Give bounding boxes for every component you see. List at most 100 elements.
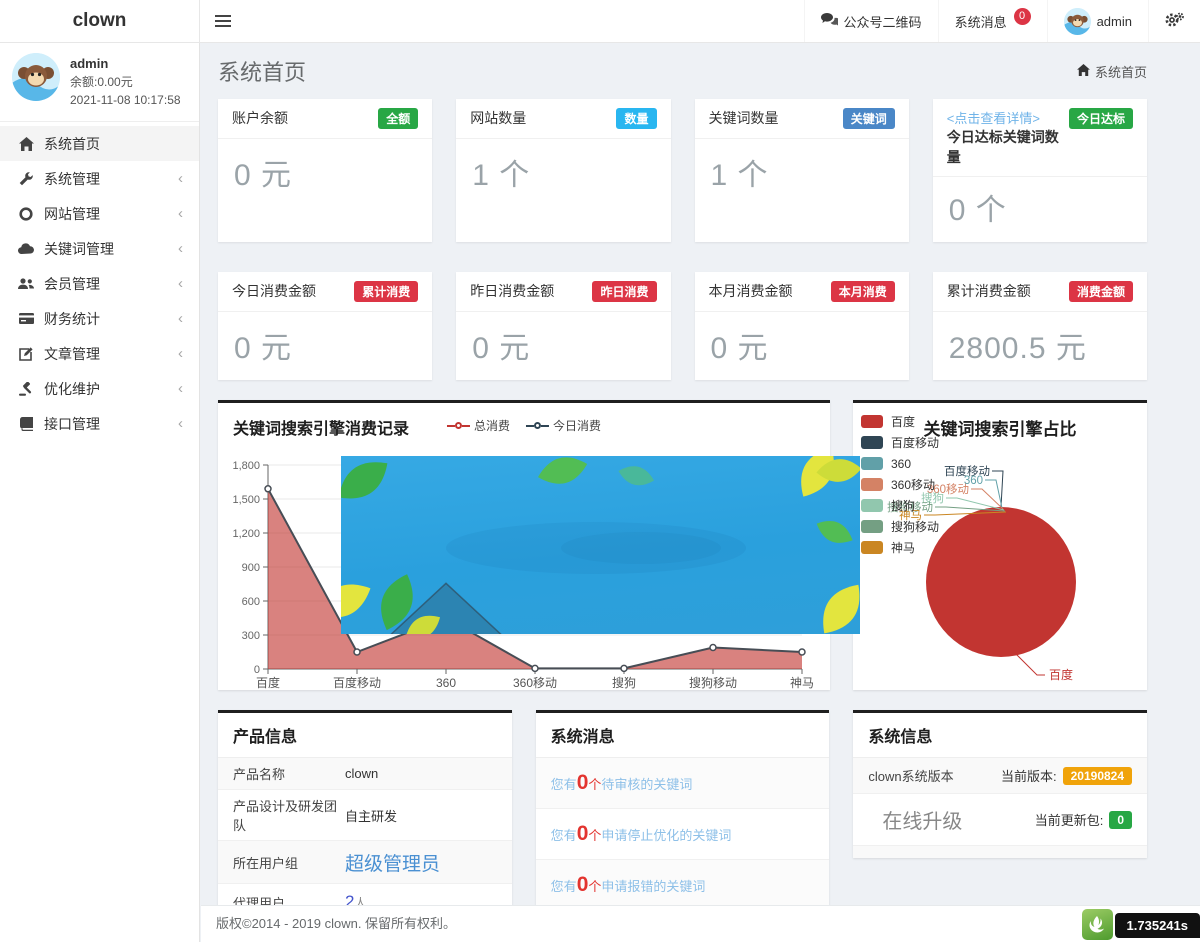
- wrench-icon: [18, 171, 34, 186]
- user-group-link[interactable]: 超级管理员: [345, 853, 441, 875]
- x-axis-label: 百度: [256, 675, 280, 690]
- update-count-badge: 0: [1109, 810, 1133, 829]
- message-link-stop-optimization[interactable]: 您有0个申请停止优化的关键词: [535, 809, 830, 860]
- version-badge: 20190824: [1062, 766, 1133, 785]
- chevron-left-icon: ‹: [178, 415, 183, 432]
- card-total-consumption: 累计消费金额 消费金额 2800.5 元: [932, 272, 1147, 380]
- qr-code-label: 公众号二维码: [843, 14, 922, 30]
- legend-swatch: [861, 436, 883, 449]
- status-badge: 全额: [378, 108, 419, 129]
- app-logo: clown: [0, 0, 200, 42]
- sidebar-datetime: 2021-11-08 10:17:58: [70, 93, 181, 107]
- status-badge: 累计消费: [354, 281, 419, 302]
- card-value: 0 元: [234, 159, 293, 192]
- sidebar-item-api-management[interactable]: 接口管理 ‹: [0, 406, 199, 441]
- status-badge: 今日达标: [1068, 108, 1133, 129]
- avatar: [1063, 7, 1091, 35]
- status-badge: 消费金额: [1068, 281, 1133, 302]
- chevron-left-icon: ‹: [178, 275, 183, 292]
- x-axis-label: 360: [436, 676, 456, 690]
- table-row: clown系统版本 当前版本: 20190824: [853, 758, 1148, 794]
- sidebar-menu: 系统首页 系统管理 ‹ 网站管理 ‹ 关键词管理 ‹ 会员管理 ‹ 财务统计 ‹ 文章管理…: [0, 122, 199, 441]
- area-series-total: [268, 488, 802, 669]
- legend-swatch: [861, 415, 883, 428]
- legend-item[interactable]: 360: [861, 453, 939, 474]
- data-point-marker: [353, 648, 361, 656]
- message-link-error-report[interactable]: 您有0个申请报错的关键词: [535, 860, 830, 911]
- status-badge: 本月消费: [830, 281, 895, 302]
- x-axis-label: 搜狗: [612, 675, 636, 690]
- qr-code-menu-item[interactable]: 公众号二维码: [803, 0, 938, 42]
- line-chart-legend: 总消费 今日消费: [446, 417, 601, 434]
- debug-timer[interactable]: 1.735241s: [1081, 909, 1200, 940]
- message-link-pending-review[interactable]: 您有0个待审核的关键词: [535, 758, 830, 809]
- data-point-marker: [620, 664, 628, 673]
- line-chart-canvas: 0 300 600 900 1,200 1,500 1,800 百度 百度移动 360 360移动 搜…: [232, 460, 814, 690]
- avatar[interactable]: [12, 53, 60, 101]
- card-keyword-count: 关键词数量 关键词 1 个: [694, 99, 909, 242]
- copyright-footer: 版权©2014 - 2019 clown. 保留所有权利。: [201, 905, 1200, 942]
- circle-icon: [18, 206, 34, 221]
- legend-item[interactable]: 百度: [861, 411, 939, 432]
- card-value: 0 个: [948, 194, 1007, 227]
- status-badge: 关键词: [842, 108, 895, 129]
- pie-slice-label: 百度移动: [944, 464, 990, 478]
- ring-marker-icon: [446, 422, 470, 429]
- system-messages-title: 系统消息: [535, 713, 830, 758]
- card-account-balance: 账户余额 全额 0 元: [218, 99, 433, 242]
- x-axis-label: 搜狗移动: [689, 675, 737, 690]
- system-messages-menu-item[interactable]: 系统消息 0: [937, 0, 1047, 42]
- data-point-marker: [442, 614, 450, 622]
- data-point-marker: [709, 643, 717, 652]
- pie-chart-title: 关键词搜索引擎占比: [924, 419, 1077, 439]
- online-upgrade-link[interactable]: 在线升级: [882, 811, 963, 833]
- breadcrumb[interactable]: 系统首页: [1077, 62, 1147, 81]
- table-row: 产品设计及研发团队 自主研发: [218, 790, 512, 841]
- card-website-count: 网站数量 数量 1 个: [456, 99, 671, 242]
- settings-menu-item[interactable]: [1148, 0, 1200, 42]
- legend-item-total[interactable]: 总消费: [446, 417, 510, 434]
- legend-swatch: [861, 478, 883, 491]
- home-icon: [1077, 63, 1090, 79]
- sidebar-item-member-management[interactable]: 会员管理 ‹: [0, 266, 199, 301]
- card-value: 1 个: [710, 159, 769, 192]
- legend-item[interactable]: 搜狗移动: [861, 516, 939, 537]
- sidebar-item-keyword-management[interactable]: 关键词管理 ‹: [0, 231, 199, 266]
- sidebar-username: admin: [70, 56, 109, 71]
- sidebar-item-finance-statistics[interactable]: 财务统计 ‹: [0, 301, 199, 336]
- sidebar-item-home[interactable]: 系统首页: [0, 126, 199, 161]
- view-details-link[interactable]: <点击查看详情>: [946, 111, 1040, 126]
- card-yesterday-consumption: 昨日消费金额 昨日消费 0 元: [456, 272, 671, 380]
- user-menu-item[interactable]: admin: [1046, 0, 1148, 42]
- sidebar-item-optimization-maintenance[interactable]: 优化维护 ‹: [0, 371, 199, 406]
- card-value: 0 元: [472, 332, 531, 365]
- table-row: 在线升级 当前更新包: 0: [853, 794, 1148, 846]
- legend-item-today[interactable]: 今日消费: [526, 417, 601, 434]
- stat-cards-row-1: 账户余额 全额 0 元 网站数量 数量 1 个 关键词数量 关键词 1 个 <点击查看…: [218, 99, 1147, 242]
- legend-item[interactable]: 搜狗: [861, 495, 939, 516]
- sidebar-item-website-management[interactable]: 网站管理 ‹: [0, 196, 199, 231]
- sidebar-user-panel: admin 余额:0.00元 2021-11-08 10:17:58: [0, 43, 199, 122]
- pie-label-line: [992, 470, 1004, 508]
- pie-slice-label: 神马: [899, 508, 922, 522]
- chevron-left-icon: ‹: [178, 240, 183, 257]
- main-content: 系统首页 系统首页 账户余额 全额 0 元 网站数量 数量 1 个 关键词数量 关键词…: [201, 43, 1200, 942]
- table-row: 产品名称 clown: [218, 758, 512, 790]
- chevron-left-icon: ‹: [178, 345, 183, 362]
- product-info-panel: 产品信息 产品名称 clown 产品设计及研发团队 自主研发 所在用户组 超级管…: [218, 710, 512, 942]
- y-axis-tick: 1,500: [232, 494, 260, 506]
- sidebar-item-article-management[interactable]: 文章管理 ‹: [0, 336, 199, 371]
- sidebar-toggle-button[interactable]: [200, 0, 246, 42]
- legend-item[interactable]: 360移动: [861, 474, 939, 495]
- sidebar-item-system-management[interactable]: 系统管理 ‹: [0, 161, 199, 196]
- card-month-consumption: 本月消费金额 本月消费 0 元: [694, 272, 909, 380]
- charts-row: 关键词搜索引擎消费记录 总消费 今日消费 0 300 600 900 1,200 1,50…: [218, 400, 1147, 690]
- pie-legend: 百度 百度移动 360 360移动 搜狗 搜狗移动 神马: [861, 411, 939, 558]
- sidebar: admin 余额:0.00元 2021-11-08 10:17:58 系统首页 …: [0, 43, 200, 942]
- legend-item[interactable]: 神马: [861, 537, 939, 558]
- y-axis-tick: 900: [242, 562, 260, 574]
- pie-label-line: [935, 506, 1006, 512]
- x-axis-label: 360移动: [513, 676, 557, 690]
- x-axis-label: 百度移动: [333, 675, 381, 690]
- legend-item[interactable]: 百度移动: [861, 432, 939, 453]
